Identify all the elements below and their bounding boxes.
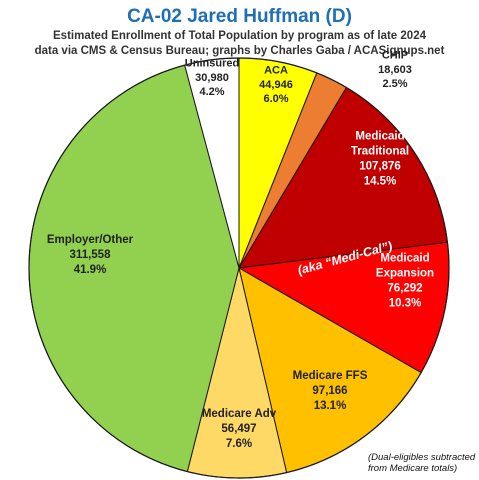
slice-label-medicare-adv: Medicare Adv 56,497 7.6%	[202, 408, 277, 450]
slice-percent: 10.3%	[389, 297, 422, 309]
chart-subtitle-line-1: Estimated Enrollment of Total Population…	[53, 30, 426, 42]
slice-value: 107,876	[359, 161, 401, 173]
footnote-line-2: from Medicare totals)	[368, 463, 458, 474]
slice-label-chip: CHIP 18,603 2.5%	[378, 50, 412, 91]
chart-subtitle-line-2: data via CMS & Census Bureau; graphs by …	[34, 45, 445, 57]
slice-percent: 4.2%	[199, 86, 224, 98]
slice-name-line: CHIP	[382, 50, 408, 62]
slice-percent: 7.6%	[226, 438, 252, 450]
slice-percent: 14.5%	[364, 175, 397, 187]
slice-label-medicaid-expansion: Medicaid Expansion 76,292 10.3%	[376, 253, 434, 310]
slice-value: 311,558	[70, 249, 112, 261]
slice-label-medicare-ffs: Medicare FFS 97,166 13.1%	[293, 370, 368, 412]
slice-value: 76,292	[387, 283, 422, 295]
slice-name-line: Employer/Other	[47, 234, 134, 246]
chart-title: CA-02 Jared Huffman (D)	[127, 6, 352, 27]
footnote: (Dual-eligibles subtracted from Medicare…	[368, 452, 478, 474]
footnote-line-1: (Dual-eligibles subtracted	[368, 452, 476, 463]
slice-name-line: Medicaid	[355, 131, 404, 143]
slice-label-medicaid-traditional: Medicaid Traditional 107,876 14.5%	[351, 131, 409, 188]
slice-value: 18,603	[378, 64, 412, 76]
slice-name-line: Medicare Adv	[202, 408, 277, 420]
slice-value: 56,497	[221, 423, 256, 435]
slice-label-aca: ACA 44,946 6.0%	[259, 65, 293, 106]
slice-name-line: Medicare FFS	[293, 370, 368, 382]
slice-value: 97,166	[312, 385, 347, 397]
slice-label-employer-other: Employer/Other 311,558 41.9%	[47, 234, 134, 276]
slice-value: 44,946	[259, 79, 293, 91]
slice-name-line: Traditional	[351, 146, 409, 158]
slice-name-line: ACA	[264, 65, 288, 77]
slice-name-line: Medicaid	[380, 253, 429, 265]
slice-percent: 2.5%	[382, 78, 407, 90]
slice-percent: 41.9%	[74, 264, 107, 276]
slice-percent: 13.1%	[314, 400, 347, 412]
pie-outline	[28, 57, 450, 479]
slice-percent: 6.0%	[263, 93, 288, 105]
slice-name-line: Expansion	[376, 268, 434, 280]
slice-name-line: Uninsured	[185, 58, 239, 70]
slice-value: 30,980	[195, 72, 229, 84]
slice-label-uninsured: Uninsured 30,980 4.2%	[185, 58, 239, 99]
